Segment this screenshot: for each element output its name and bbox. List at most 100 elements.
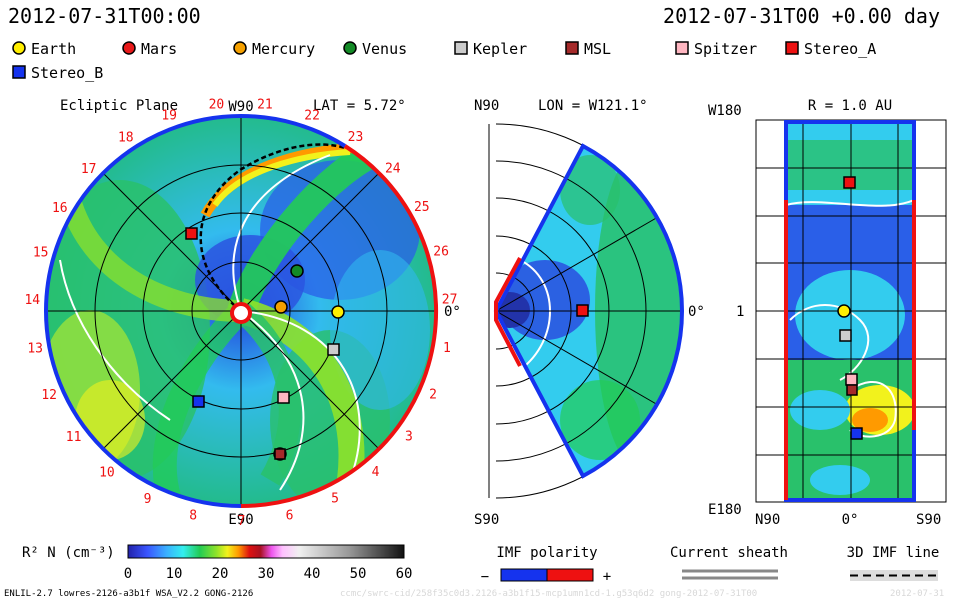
mercury-marker-icon bbox=[233, 41, 247, 55]
radial-bottom-label-n90: N90 bbox=[755, 512, 780, 528]
ecliptic-border-blue bbox=[44, 114, 242, 508]
colorbar-ticks: 0 10 20 30 40 50 60 bbox=[124, 566, 413, 582]
sector-label: 25 bbox=[414, 200, 430, 215]
colorbar-tick-label: 10 bbox=[166, 566, 183, 582]
legend-item-stereo-b: Stereo_B bbox=[12, 64, 103, 82]
imf-polarity-positive-swatch bbox=[546, 568, 594, 582]
earth-position-icon bbox=[331, 305, 345, 319]
ecliptic-right-label: 0° bbox=[444, 304, 461, 320]
ecliptic-lat-label: LAT = 5.72° bbox=[313, 98, 406, 114]
legend-item-spitzer: Spitzer bbox=[675, 40, 757, 58]
imf-dashed-line bbox=[199, 143, 346, 312]
legend-item-kepler: Kepler bbox=[454, 40, 527, 58]
stereo-b-marker-icon bbox=[12, 65, 26, 79]
sector-label: 10 bbox=[99, 465, 115, 480]
sector-label: 17 bbox=[81, 162, 97, 177]
sector-label: 21 bbox=[257, 97, 273, 112]
sector-label: 13 bbox=[27, 342, 43, 357]
colorbar-label: R² N (cm⁻³) bbox=[22, 545, 115, 561]
meridional-top-label: N90 bbox=[474, 98, 499, 114]
colorbar-tick-label: 50 bbox=[350, 566, 367, 582]
colorbar: R² N (cm⁻³) 0 10 20 30 40 50 60 bbox=[22, 544, 413, 582]
colorbar-tick-label: 40 bbox=[304, 566, 321, 582]
legend-item-mercury: Mercury bbox=[233, 40, 315, 58]
sector-label: 14 bbox=[24, 293, 40, 308]
sector-label: 11 bbox=[66, 430, 82, 445]
kepler-marker-icon bbox=[454, 41, 468, 55]
legend-label-venus: Venus bbox=[362, 40, 407, 58]
sector-label: 19 bbox=[161, 109, 177, 124]
kepler-position-icon bbox=[327, 343, 340, 356]
footer-date-info: 2012-07-31 bbox=[890, 589, 944, 599]
stereo-a-marker-icon bbox=[785, 41, 799, 55]
stereo-a-meridional-icon bbox=[576, 304, 589, 317]
colorbar-gradient bbox=[127, 544, 405, 559]
radial-bottom-label-s90: S90 bbox=[916, 512, 941, 528]
stereo-a-position-icon bbox=[185, 227, 198, 240]
legend-item-stereo-a: Stereo_A bbox=[785, 40, 876, 58]
meridional-bottom-label: S90 bbox=[474, 512, 499, 528]
meridional-panel: N90 LON = W121.1° S90 0° bbox=[474, 98, 705, 528]
sector-label: 27 bbox=[442, 293, 458, 308]
colorbar-tick-label: 0 bbox=[124, 566, 132, 582]
current-sheath-legend: Current sheath bbox=[670, 545, 788, 580]
legend-label-mercury: Mercury bbox=[252, 40, 315, 58]
sector-label: 23 bbox=[348, 130, 364, 145]
sector-label: 8 bbox=[189, 509, 197, 524]
legend-label-earth: Earth bbox=[31, 40, 76, 58]
radial-r-label: R = 1.0 AU bbox=[808, 98, 892, 114]
spitzer-marker-icon bbox=[675, 41, 689, 55]
earth-marker-icon bbox=[12, 41, 26, 55]
legend-item-msl: MSL bbox=[565, 40, 611, 58]
radial-panel: R = 1.0 AU W180 1 E180 N90 0° S90 bbox=[708, 98, 947, 528]
stereo-b-position-icon bbox=[192, 395, 205, 408]
imf-polarity-title: IMF polarity bbox=[496, 545, 597, 561]
sector-label: 16 bbox=[52, 201, 68, 216]
msl-marker-icon bbox=[565, 41, 579, 55]
sector-label: 26 bbox=[433, 245, 449, 260]
colorbar-tick-label: 60 bbox=[396, 566, 413, 582]
meridional-border-blue bbox=[493, 143, 684, 479]
imf-polarity-negative-swatch bbox=[500, 568, 548, 582]
meridional-density-map bbox=[496, 146, 682, 476]
legend-label-msl: MSL bbox=[584, 40, 611, 58]
legend-label-kepler: Kepler bbox=[473, 40, 527, 58]
mercury-position-icon bbox=[274, 300, 288, 314]
legend-label-spitzer: Spitzer bbox=[694, 40, 757, 58]
sector-label: 3 bbox=[405, 430, 413, 445]
sector-label: 7 bbox=[237, 514, 245, 529]
legend-label-stereo-a: Stereo_A bbox=[804, 40, 876, 58]
colorbar-tick-label: 30 bbox=[258, 566, 275, 582]
kepler-radial-icon bbox=[839, 329, 852, 342]
spacecraft-legend: Earth Mars Mercury Venus Kepler MSL Spit… bbox=[12, 40, 876, 82]
radial-bottom-label-0: 0° bbox=[842, 512, 859, 528]
sector-label: 18 bbox=[118, 131, 134, 146]
imf-polarity-plus: + bbox=[603, 569, 611, 585]
sector-label: 5 bbox=[331, 492, 339, 507]
ecliptic-plane-panel: Ecliptic Plane LAT = 5.72° W90 E90 0° bbox=[24, 97, 460, 529]
footer-run-info: ccmc/swrc-cid/258f35c0d3.2126-a3b1f15-mc… bbox=[340, 589, 757, 599]
timestamp-right: 2012-07-31T00 +0.00 day bbox=[663, 4, 940, 28]
sector-label: 22 bbox=[304, 109, 320, 124]
colorbar-tick-label: 20 bbox=[212, 566, 229, 582]
msl-position-icon bbox=[274, 448, 286, 460]
sector-label: 15 bbox=[33, 245, 49, 260]
legend-label-mars: Mars bbox=[141, 40, 177, 58]
imf-polarity-minus: − bbox=[481, 569, 489, 585]
legend-item-mars: Mars bbox=[122, 40, 177, 58]
sector-label: 4 bbox=[372, 465, 380, 480]
stereo-b-radial-icon bbox=[850, 427, 863, 440]
ecliptic-top-label: W90 bbox=[228, 99, 253, 115]
stereo-a-radial-icon bbox=[843, 176, 856, 189]
sector-label: 20 bbox=[209, 98, 225, 113]
imf-line-legend: 3D IMF line bbox=[847, 545, 939, 581]
ecliptic-bottom-label: E90 bbox=[228, 512, 253, 528]
footer-model-info: ENLIL-2.7 lowres-2126-a3b1f WSA_V2.2 GON… bbox=[4, 589, 253, 599]
current-sheath-title: Current sheath bbox=[670, 545, 788, 561]
timestamp-left: 2012-07-31T00:00 bbox=[8, 4, 201, 28]
ecliptic-title: Ecliptic Plane bbox=[60, 98, 178, 114]
venus-position-icon bbox=[290, 264, 304, 278]
sector-label: 24 bbox=[385, 161, 401, 176]
